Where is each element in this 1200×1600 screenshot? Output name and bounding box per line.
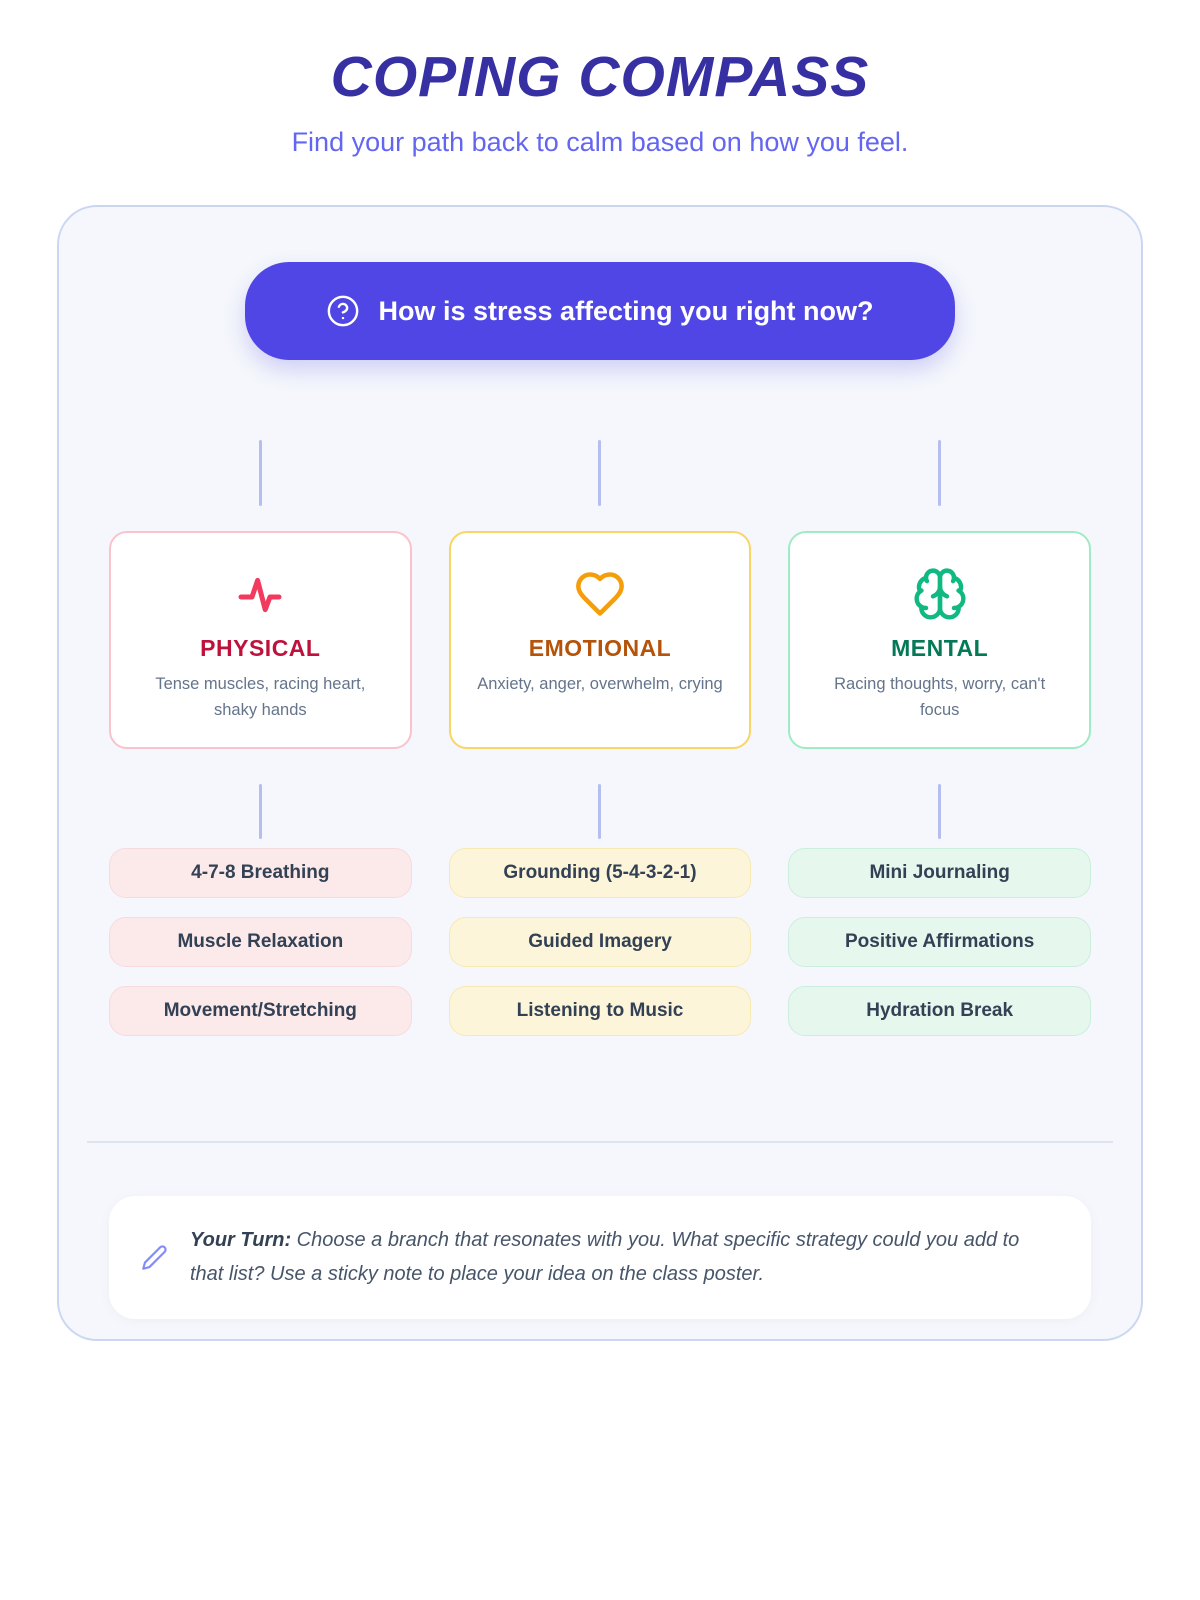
connector-line [938,440,942,506]
branch-title: PHYSICAL [200,635,321,661]
page-title: COPING COMPASS [330,45,870,109]
connector-line [598,440,602,506]
strategy-pill[interactable]: Listening to Music [448,986,752,1037]
branch-description: Anxiety, anger, overwhelm, crying [477,675,723,693]
strategy-pill[interactable]: Hydration Break [788,986,1091,1037]
branch-description: Tense muscles, racing heart, shaky hands [155,675,366,719]
pulse-icon [229,565,291,623]
strategy-pill[interactable]: Movement/Stretching [109,986,412,1037]
question-banner[interactable]: How is stress affecting you right now? [245,262,955,360]
strategy-pill[interactable]: Guided Imagery [448,917,752,968]
pencil-icon [141,1244,168,1271]
question-label: How is stress affecting you right now? [378,295,874,326]
strategy-pill[interactable]: Muscle Relaxation [109,917,412,968]
connector-line [598,784,602,840]
your-turn-body: Choose a branch that resonates with you.… [190,1229,1020,1285]
strategy-pill[interactable]: Positive Affirmations [788,917,1091,968]
heart-icon [573,565,627,623]
strategy-list-emotional: Grounding (5-4-3-2-1) Guided Imagery Lis… [448,848,752,1037]
branch-card-emotional: EMOTIONAL Anxiety, anger, overwhelm, cry… [448,531,752,750]
strategy-pill[interactable]: Grounding (5-4-3-2-1) [448,848,752,899]
branch-cards: PHYSICAL Tense muscles, racing heart, sh… [109,531,1091,750]
strategy-list-mental: Mini Journaling Positive Affirmations Hy… [788,848,1091,1037]
your-turn-text: Your Turn: Choose a branch that resonate… [190,1224,1051,1291]
header: COPING COMPASS Find your path back to ca… [0,0,1200,158]
strategy-pill[interactable]: Mini Journaling [788,848,1091,899]
connector-line [258,440,262,506]
question-circle-icon [326,294,360,328]
branch-card-physical: PHYSICAL Tense muscles, racing heart, sh… [109,531,412,750]
branch-description: Racing thoughts, worry, can't focus [834,675,1046,719]
branch-title: MENTAL [891,635,989,661]
strategy-pill[interactable]: 4-7-8 Breathing [109,848,412,899]
branch-connectors [109,440,1091,506]
your-turn-label: Your Turn: [190,1229,292,1252]
strategy-lists: 4-7-8 Breathing Muscle Relaxation Moveme… [109,848,1091,1037]
branch-title: EMOTIONAL [528,635,672,661]
your-turn-note: Your Turn: Choose a branch that resonate… [109,1196,1091,1319]
brain-icon [912,565,968,623]
connector-line [938,784,942,840]
branch-card-mental: MENTAL Racing thoughts, worry, can't foc… [788,531,1091,750]
strategy-connectors [109,784,1091,840]
page-subtitle: Find your path back to calm based on how… [291,127,909,157]
connector-line [258,784,262,840]
divider [87,1141,1113,1144]
strategy-list-physical: 4-7-8 Breathing Muscle Relaxation Moveme… [109,848,412,1037]
flowchart-panel: How is stress affecting you right now? P… [57,205,1143,1341]
